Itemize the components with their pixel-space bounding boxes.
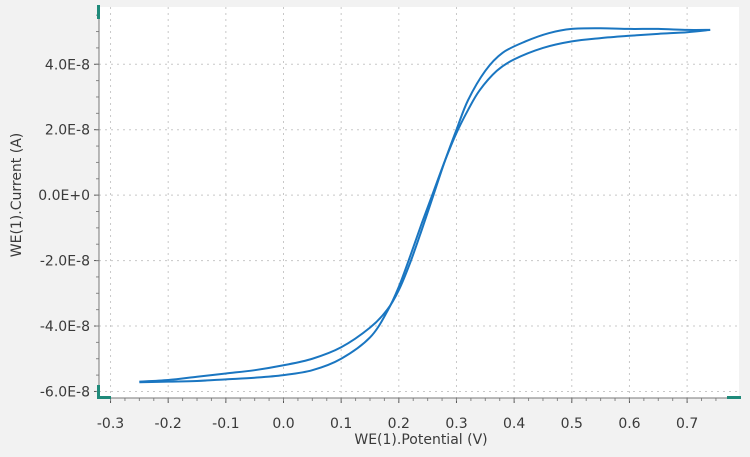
y-tick-label: 2.0E-8	[45, 123, 90, 139]
top-left-marker	[97, 5, 100, 19]
x-tick-label: 0.1	[330, 416, 352, 432]
x-tick-label: 0.5	[561, 416, 583, 432]
plot-area	[99, 7, 739, 398]
x-tick-label: 0.4	[503, 416, 525, 432]
y-tick-label: -2.0E-8	[40, 254, 90, 270]
edge-markers	[97, 5, 741, 399]
x-tick-label: -0.3	[97, 416, 124, 432]
y-tick-label: -6.0E-8	[40, 384, 90, 400]
x-tick-label: -0.2	[155, 416, 182, 432]
y-axis-title: WE(1).Current (A)	[9, 133, 25, 258]
series-layer	[139, 27, 711, 384]
y-tick-label: -4.0E-8	[40, 319, 90, 335]
x-tick-label: -0.1	[212, 416, 239, 432]
x-axis-title: WE(1).Potential (V)	[354, 432, 487, 448]
x-tick-label: 0.3	[445, 416, 467, 432]
tick-labels: -0.3 -0.2 -0.1 0.0 0.1 0.2 0.3 0.4 0.5 0.6 0.7 -6.0…	[38, 57, 698, 432]
bottom-left-y-marker	[97, 385, 100, 399]
x-tick-label: 0.7	[676, 416, 698, 432]
x-tick-label: 0.0	[272, 416, 294, 432]
bottom-right-marker	[727, 396, 741, 399]
x-tick-label: 0.6	[618, 416, 640, 432]
series-line-forward	[139, 27, 711, 383]
y-tick-label: 0.0E+0	[38, 188, 90, 204]
axes	[94, 7, 739, 403]
plot-background	[99, 7, 739, 398]
grid-lines	[99, 7, 739, 398]
x-tick-label: 0.2	[388, 416, 410, 432]
y-tick-label: 4.0E-8	[45, 57, 90, 73]
series-line-reverse	[139, 28, 711, 384]
bottom-left-x-marker	[97, 396, 111, 399]
